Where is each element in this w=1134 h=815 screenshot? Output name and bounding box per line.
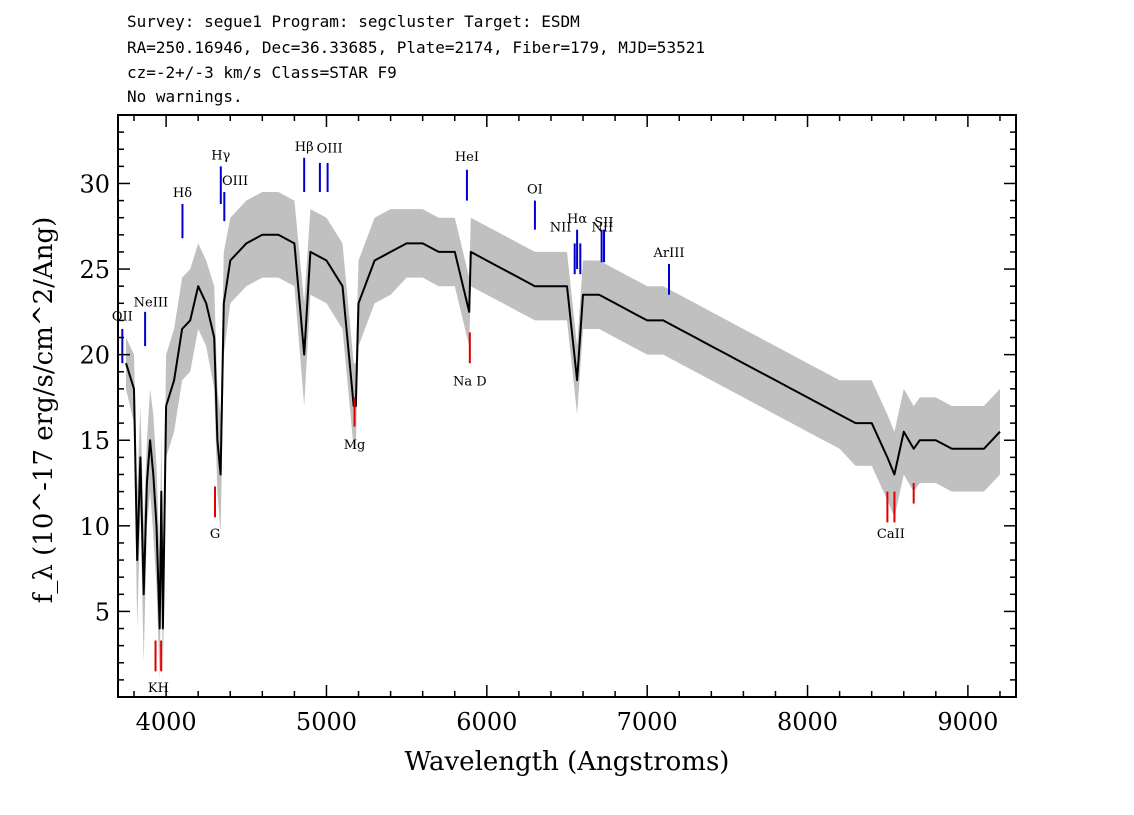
spectral-line-label: Hβ [295, 140, 314, 155]
spectral-line-label: Mg [344, 438, 366, 453]
spectral-line-label: SII [594, 215, 613, 230]
x-tick-label: 6000 [456, 708, 517, 736]
y-tick-label: 25 [79, 256, 110, 284]
spectral-line-label: HeI [455, 150, 479, 165]
spectral-line-label: OI [527, 183, 543, 198]
error-band [126, 192, 1000, 680]
x-tick-label: 7000 [617, 708, 678, 736]
chart-header: Survey: segue1 Program: segcluster Targe… [127, 12, 705, 106]
spectral-line-label: ArIII [652, 246, 684, 261]
spectral-line-label: NeIII [134, 296, 168, 311]
spectral-line-label: Na D [453, 374, 487, 389]
spectral-line-label: OIII [317, 142, 343, 157]
header-line-redshift-class: cz=-2+/-3 km/s Class=STAR F9 [127, 63, 397, 82]
spectral-line-label: KH [148, 681, 169, 696]
spectral-line-label: NII [591, 220, 613, 235]
header-line-warnings: No warnings. [127, 87, 243, 106]
spectral-line-label: NII [550, 220, 572, 235]
x-tick-label: 4000 [136, 708, 197, 736]
y-tick-label: 15 [79, 427, 110, 455]
spectral-line-label: OIII [222, 174, 248, 189]
spectral-line-label: CaII [877, 527, 905, 542]
x-axis-label: Wavelength (Angstroms) [405, 747, 730, 777]
spectral-line-label: Hδ [173, 186, 192, 201]
header-line-coordinates: RA=250.16946, Dec=36.33685, Plate=2174, … [127, 38, 705, 57]
y-tick-label: 10 [79, 513, 110, 541]
spectral-line-label: Hγ [211, 149, 230, 164]
y-tick-label: 5 [95, 598, 110, 626]
header-line-survey: Survey: segue1 Program: segcluster Targe… [127, 12, 580, 31]
y-tick-label: 30 [79, 170, 110, 198]
spectral-line-label: OII [112, 309, 133, 324]
x-tick-label: 8000 [777, 708, 838, 736]
spectral-line-label: Hα [567, 212, 587, 227]
spectral-line-label: G [210, 527, 220, 542]
y-tick-label: 20 [79, 342, 110, 370]
y-axis-label: f_λ (10^-17 erg/s/cm^2/Ang) [29, 217, 59, 603]
x-tick-label: 5000 [296, 708, 357, 736]
spectrum-line [125, 233, 1001, 630]
x-tick-label: 9000 [937, 708, 998, 736]
